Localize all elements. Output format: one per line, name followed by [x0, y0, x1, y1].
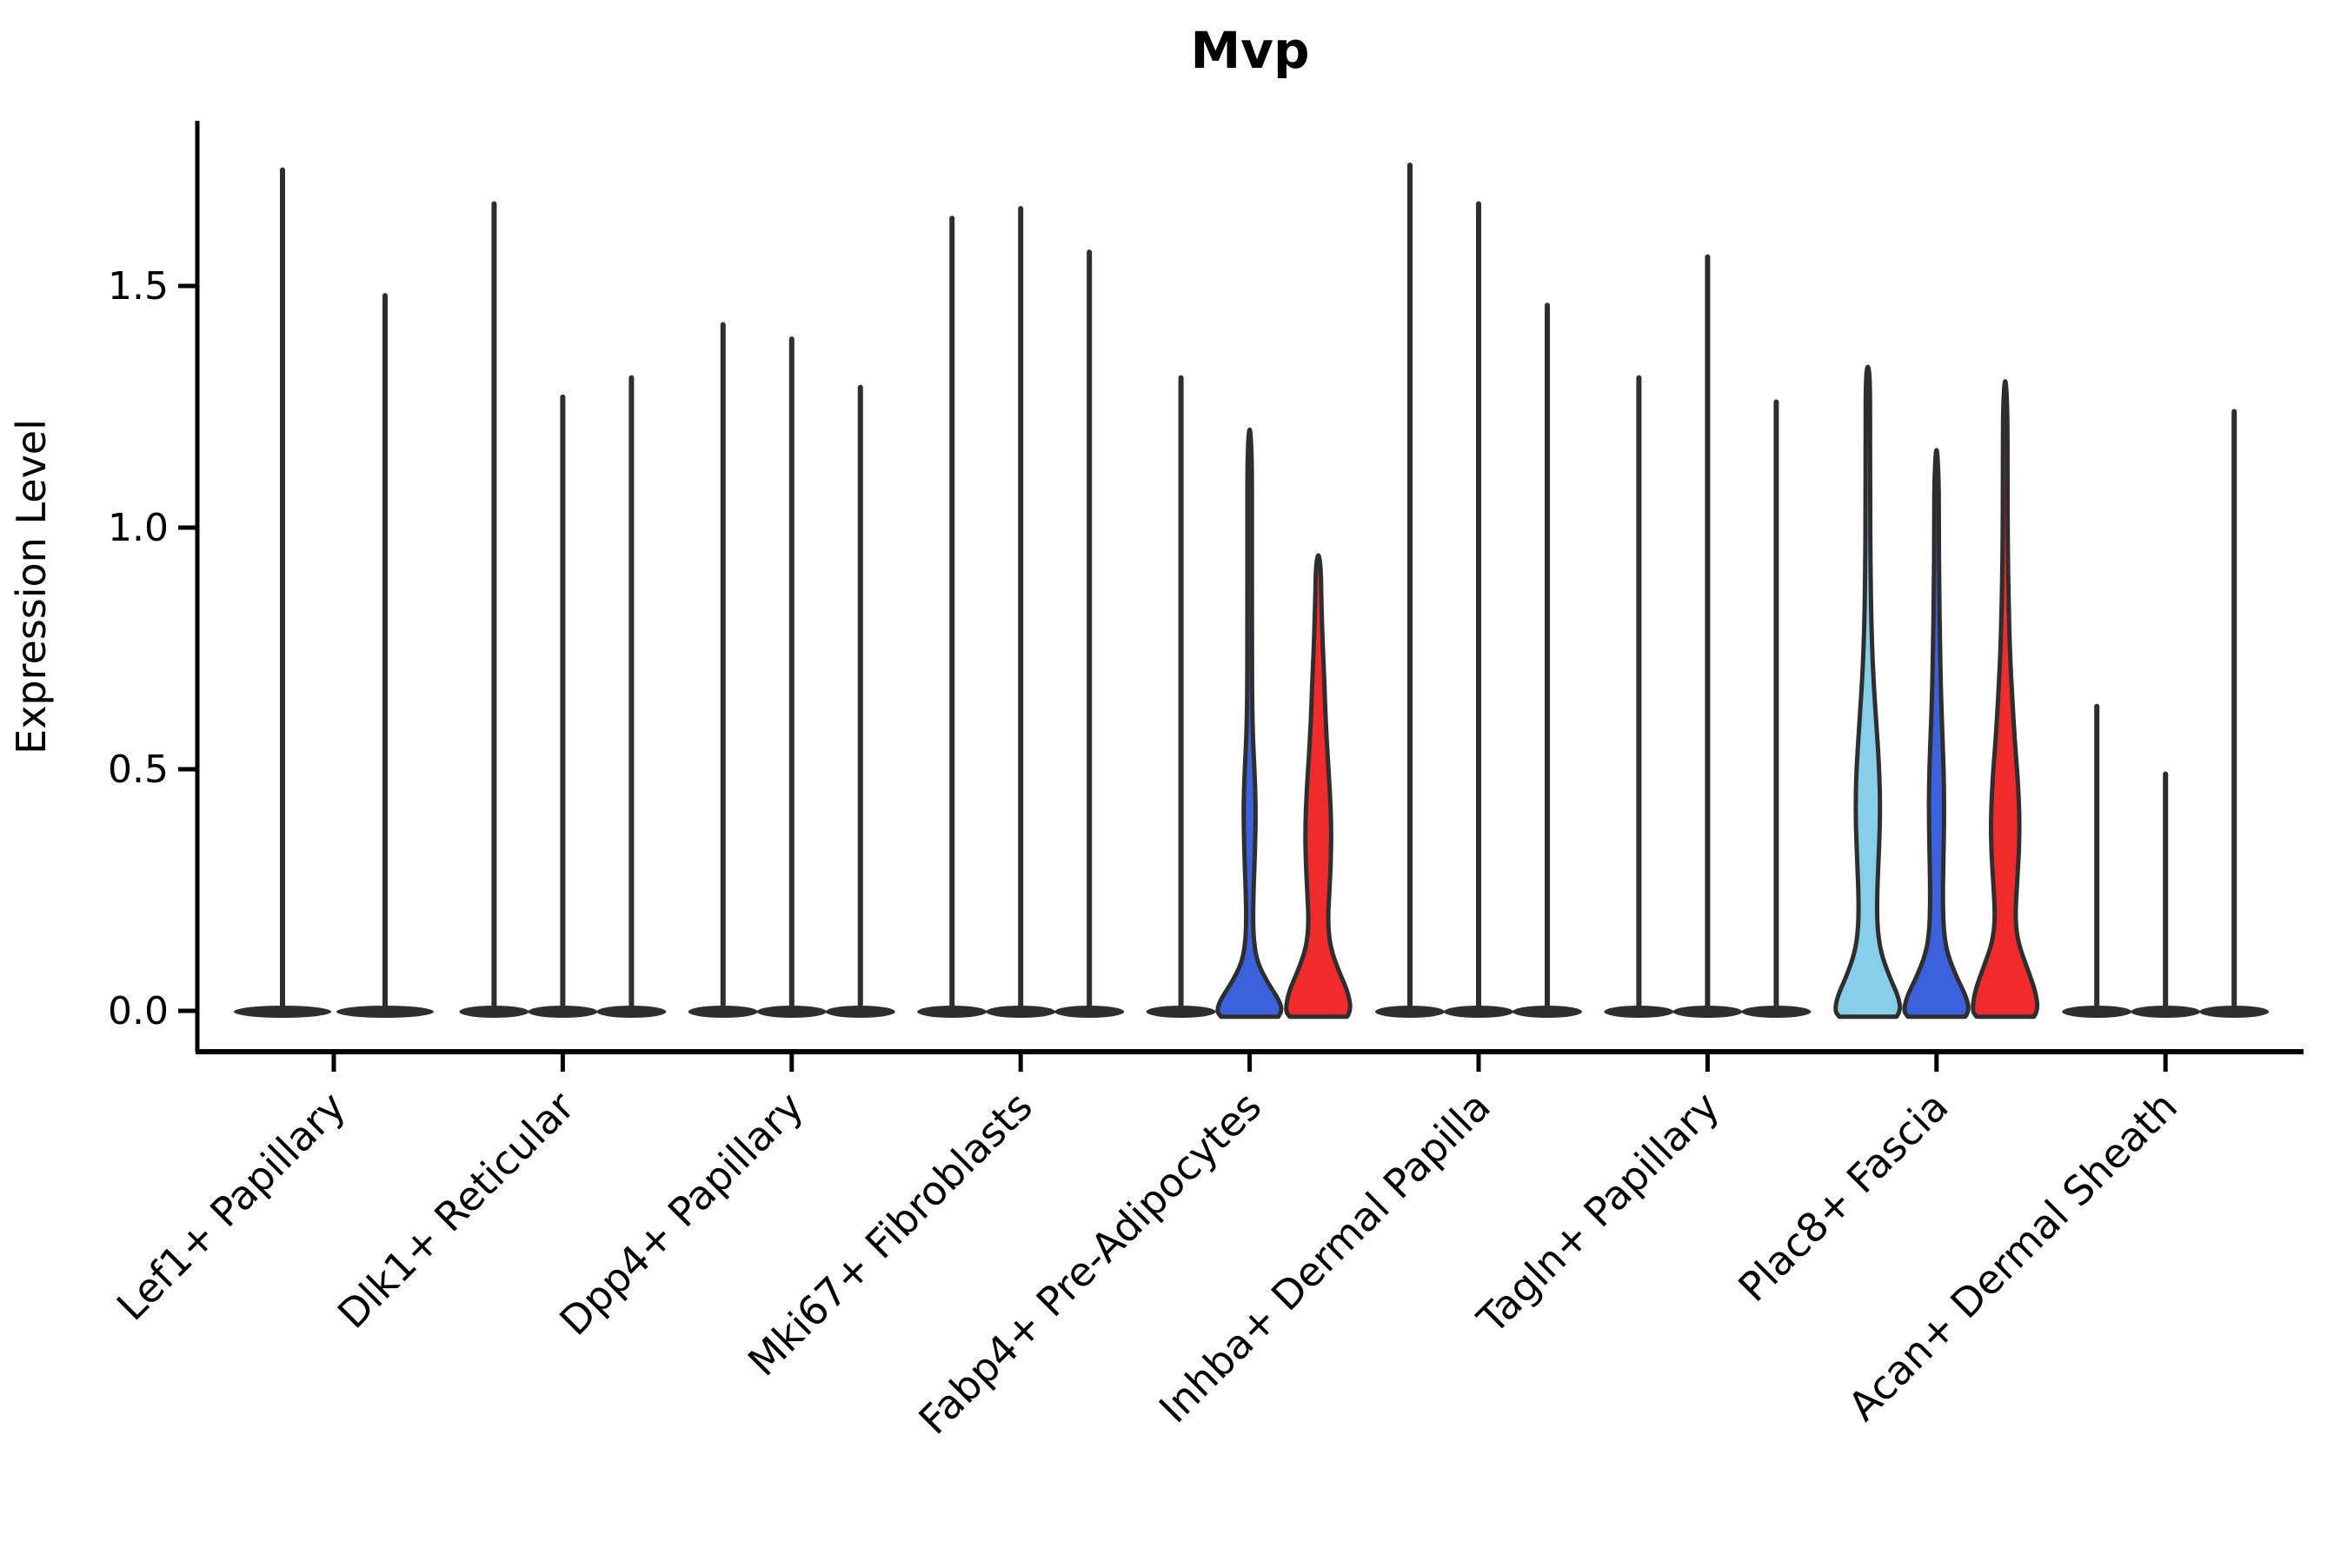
x-tick-label: Tagln+ Papillary [1468, 1083, 1729, 1344]
chart-title: Mvp [1190, 21, 1309, 80]
violin-body-plac8-3 [1971, 379, 2040, 1020]
y-tick-label: 0.0 [108, 989, 169, 1033]
x-tick-label: Lef1+ Papillary [108, 1083, 355, 1330]
x-tick-label: Dpp4+ Papillary [550, 1083, 812, 1345]
violin-body-fabp4-2 [1215, 427, 1284, 1020]
x-tick-label: Dlk1+ Reticular [329, 1083, 583, 1338]
y-tick-label: 1.0 [108, 506, 169, 550]
violin-body-fabp4-3 [1284, 553, 1353, 1020]
violin-body-plac8-2 [1902, 448, 1971, 1020]
y-axis-label: Expression Level [8, 419, 55, 754]
x-tick-label: Plac8+ Fascia [1729, 1083, 1957, 1311]
y-tick-label: 1.5 [108, 264, 169, 309]
violin-body-plac8-1 [1833, 364, 1903, 1020]
y-tick-label: 0.5 [108, 747, 169, 792]
